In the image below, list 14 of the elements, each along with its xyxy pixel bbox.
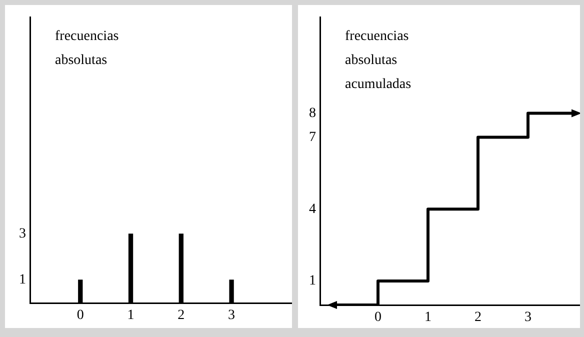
- text: frecuencias absolutas acumuladas: [345, 29, 412, 92]
- y-tick-label: 4: [309, 202, 316, 217]
- x-tick-label: 3: [228, 308, 236, 324]
- y-tick-label: 7: [309, 130, 316, 145]
- x-tick-label: 1: [424, 310, 432, 326]
- text: frecuencias absolutas: [55, 29, 119, 68]
- x-tick-label: 0: [374, 310, 382, 326]
- y-tick-label: 1: [309, 274, 316, 289]
- y-tick-label: 8: [309, 106, 316, 121]
- x-tick-label: 3: [524, 310, 532, 326]
- x-tick-label: 2: [474, 310, 482, 326]
- x-tick-label: 2: [178, 308, 185, 324]
- x-tick-label: 0: [76, 308, 84, 324]
- x-tick-label: 1: [127, 308, 134, 324]
